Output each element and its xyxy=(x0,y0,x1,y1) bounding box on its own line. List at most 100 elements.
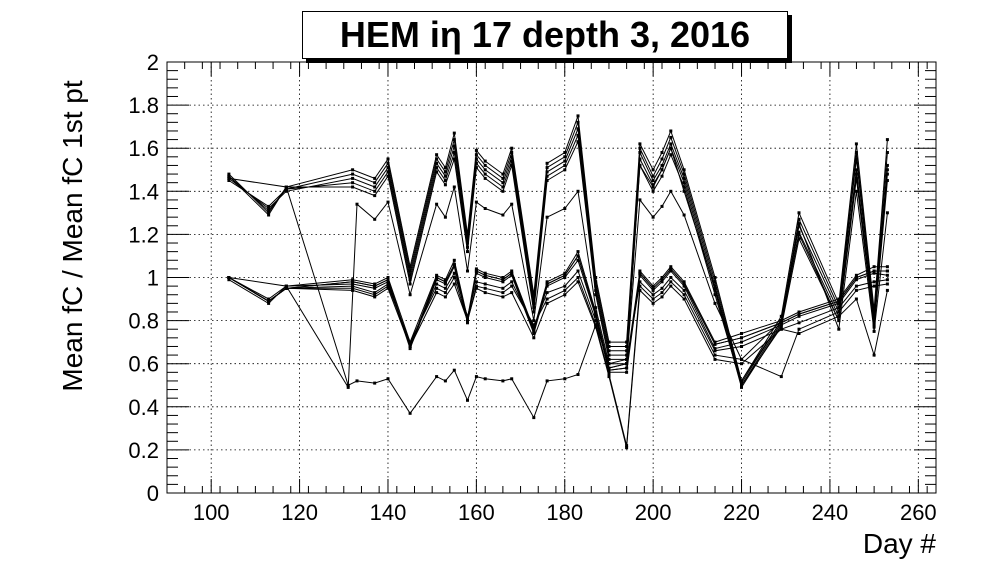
data-point xyxy=(682,168,686,172)
data-point xyxy=(607,362,611,366)
data-point xyxy=(576,280,580,284)
data-point xyxy=(713,340,717,344)
data-point xyxy=(854,172,858,176)
data-point xyxy=(466,319,469,323)
data-point xyxy=(885,288,889,292)
data-point xyxy=(740,336,743,340)
data-point xyxy=(435,282,439,286)
data-point xyxy=(740,357,743,361)
data-point xyxy=(545,179,549,182)
data-point xyxy=(638,288,642,292)
data-point xyxy=(532,327,536,331)
data-point xyxy=(638,146,642,150)
data-point xyxy=(651,284,655,288)
data-point xyxy=(563,151,567,154)
data-point xyxy=(443,179,447,182)
y-tick-label: 0.8 xyxy=(128,309,159,334)
data-point xyxy=(351,280,355,284)
data-point xyxy=(510,202,514,206)
data-point xyxy=(373,194,377,198)
data-point xyxy=(408,265,412,269)
data-point xyxy=(713,342,717,346)
data-point xyxy=(682,297,686,301)
data-point xyxy=(682,213,686,217)
data-point xyxy=(576,254,580,258)
data-point xyxy=(510,146,514,150)
data-point xyxy=(355,202,359,206)
data-point xyxy=(713,288,717,292)
data-point xyxy=(227,276,231,279)
data-point xyxy=(669,189,673,193)
data-point xyxy=(386,284,390,288)
data-point xyxy=(545,284,549,288)
data-point xyxy=(740,381,743,385)
data-point xyxy=(660,168,664,172)
data-point xyxy=(351,282,355,286)
x-tick-label: 220 xyxy=(723,500,760,525)
x-tick-label: 180 xyxy=(546,500,583,525)
data-point xyxy=(443,291,447,295)
data-point xyxy=(651,189,655,193)
data-point xyxy=(386,276,390,279)
data-point xyxy=(435,170,439,174)
data-point xyxy=(797,222,801,226)
data-point xyxy=(267,204,271,208)
data-point xyxy=(854,273,858,277)
x-tick-label: 140 xyxy=(370,500,407,525)
data-point xyxy=(452,151,456,154)
data-point xyxy=(483,163,487,167)
data-point xyxy=(797,321,801,325)
data-point xyxy=(607,375,611,379)
data-point xyxy=(682,284,686,288)
data-point xyxy=(669,153,673,157)
data-point xyxy=(501,189,505,193)
data-point xyxy=(576,120,580,124)
data-point xyxy=(872,323,876,327)
data-point xyxy=(267,209,271,213)
data-point xyxy=(607,368,611,372)
data-point xyxy=(854,276,858,279)
data-point xyxy=(779,325,783,329)
data-point xyxy=(713,286,717,290)
data-point xyxy=(660,204,664,208)
data-point xyxy=(607,340,611,344)
data-point xyxy=(885,273,889,277)
data-point xyxy=(532,336,536,340)
data-point xyxy=(563,159,567,163)
data-point xyxy=(563,168,567,172)
data-point xyxy=(452,185,456,189)
data-point xyxy=(885,265,889,269)
data-point xyxy=(501,278,505,282)
data-point xyxy=(638,284,642,288)
data-point xyxy=(797,332,801,335)
data-point xyxy=(351,185,355,189)
data-point xyxy=(660,291,664,295)
y-tick-label: 0.2 xyxy=(128,438,159,463)
data-point xyxy=(651,174,655,178)
data-point xyxy=(594,310,598,314)
y-tick-label: 1 xyxy=(147,266,159,291)
data-point xyxy=(854,297,858,301)
data-point xyxy=(466,321,469,325)
data-point xyxy=(638,269,642,273)
data-point xyxy=(386,278,390,282)
data-point xyxy=(740,383,743,387)
data-point xyxy=(713,301,717,305)
data-point xyxy=(885,211,889,215)
data-point xyxy=(576,189,580,193)
data-point xyxy=(854,288,858,292)
data-point xyxy=(625,370,629,374)
data-point xyxy=(386,200,390,204)
data-point xyxy=(474,375,478,379)
x-tick-label: 120 xyxy=(281,500,318,525)
data-point xyxy=(443,174,447,178)
data-point xyxy=(563,377,567,381)
data-point xyxy=(373,293,377,297)
data-point xyxy=(483,377,487,381)
data-point xyxy=(346,385,350,389)
data-point xyxy=(435,286,439,290)
data-point xyxy=(651,286,655,290)
data-point xyxy=(660,157,664,161)
data-point xyxy=(872,280,876,284)
data-point xyxy=(779,323,783,327)
